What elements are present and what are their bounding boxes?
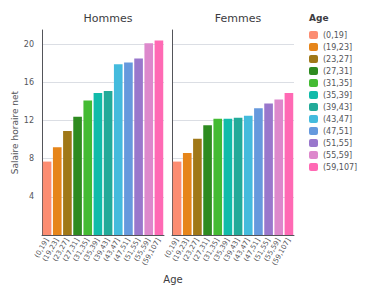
svg-text:4: 4: [29, 192, 34, 201]
svg-text:(31,35]: (31,35]: [323, 79, 352, 88]
svg-text:(35,39]: (35,39]: [81, 237, 102, 263]
svg-text:(51,55]: (51,55]: [323, 139, 352, 148]
svg-text:(27,31]: (27,31]: [191, 237, 211, 263]
svg-text:(43,47]: (43,47]: [232, 237, 252, 263]
svg-text:12: 12: [24, 116, 34, 125]
svg-text:(43,47]: (43,47]: [102, 237, 122, 263]
svg-text:8: 8: [29, 154, 34, 163]
svg-text:(55,59]: (55,59]: [323, 151, 352, 160]
svg-text:(39,43]: (39,43]: [323, 103, 352, 112]
svg-text:Age: Age: [163, 274, 182, 285]
svg-text:(35,39]: (35,39]: [323, 91, 352, 100]
svg-text:Salaire horaire net: Salaire horaire net: [10, 90, 20, 174]
svg-text:(47,51]: (47,51]: [323, 127, 352, 136]
svg-text:(39,43]: (39,43]: [91, 237, 112, 263]
svg-text:(31,35]: (31,35]: [201, 237, 222, 263]
svg-text:(59,107]: (59,107]: [271, 237, 293, 267]
svg-text:(19,23]: (19,23]: [323, 43, 352, 52]
svg-text:(55,59]: (55,59]: [132, 237, 153, 263]
svg-text:(51,55]: (51,55]: [122, 237, 142, 263]
svg-text:(27,31]: (27,31]: [61, 237, 81, 263]
svg-text:(19,23]: (19,23]: [41, 237, 61, 263]
svg-text:(23,27]: (23,27]: [181, 237, 201, 263]
svg-text:(51,55]: (51,55]: [252, 237, 272, 263]
svg-text:Age: Age: [309, 13, 329, 23]
svg-text:(35,39]: (35,39]: [211, 237, 232, 263]
svg-text:(55,59]: (55,59]: [262, 237, 283, 263]
svg-text:(0,19]: (0,19]: [163, 237, 181, 260]
svg-text:(27,31]: (27,31]: [323, 67, 352, 76]
svg-text:(0,19]: (0,19]: [33, 237, 51, 260]
svg-text:(19,23]: (19,23]: [171, 237, 191, 263]
svg-text:(59,107]: (59,107]: [323, 163, 357, 172]
svg-text:(23,27]: (23,27]: [51, 237, 71, 263]
svg-text:Hommes: Hommes: [84, 12, 133, 25]
svg-text:(47,51]: (47,51]: [242, 237, 262, 263]
svg-text:16: 16: [24, 78, 34, 87]
svg-text:(0,19]: (0,19]: [323, 31, 347, 40]
svg-text:(31,35]: (31,35]: [71, 237, 92, 263]
svg-text:(47,51]: (47,51]: [112, 237, 132, 263]
svg-text:(39,43]: (39,43]: [221, 237, 242, 263]
svg-text:(23,27]: (23,27]: [323, 55, 352, 64]
svg-text:Femmes: Femmes: [215, 12, 262, 25]
svg-text:(59,107]: (59,107]: [141, 237, 163, 267]
svg-text:(43,47]: (43,47]: [323, 115, 352, 124]
svg-text:20: 20: [24, 40, 34, 49]
